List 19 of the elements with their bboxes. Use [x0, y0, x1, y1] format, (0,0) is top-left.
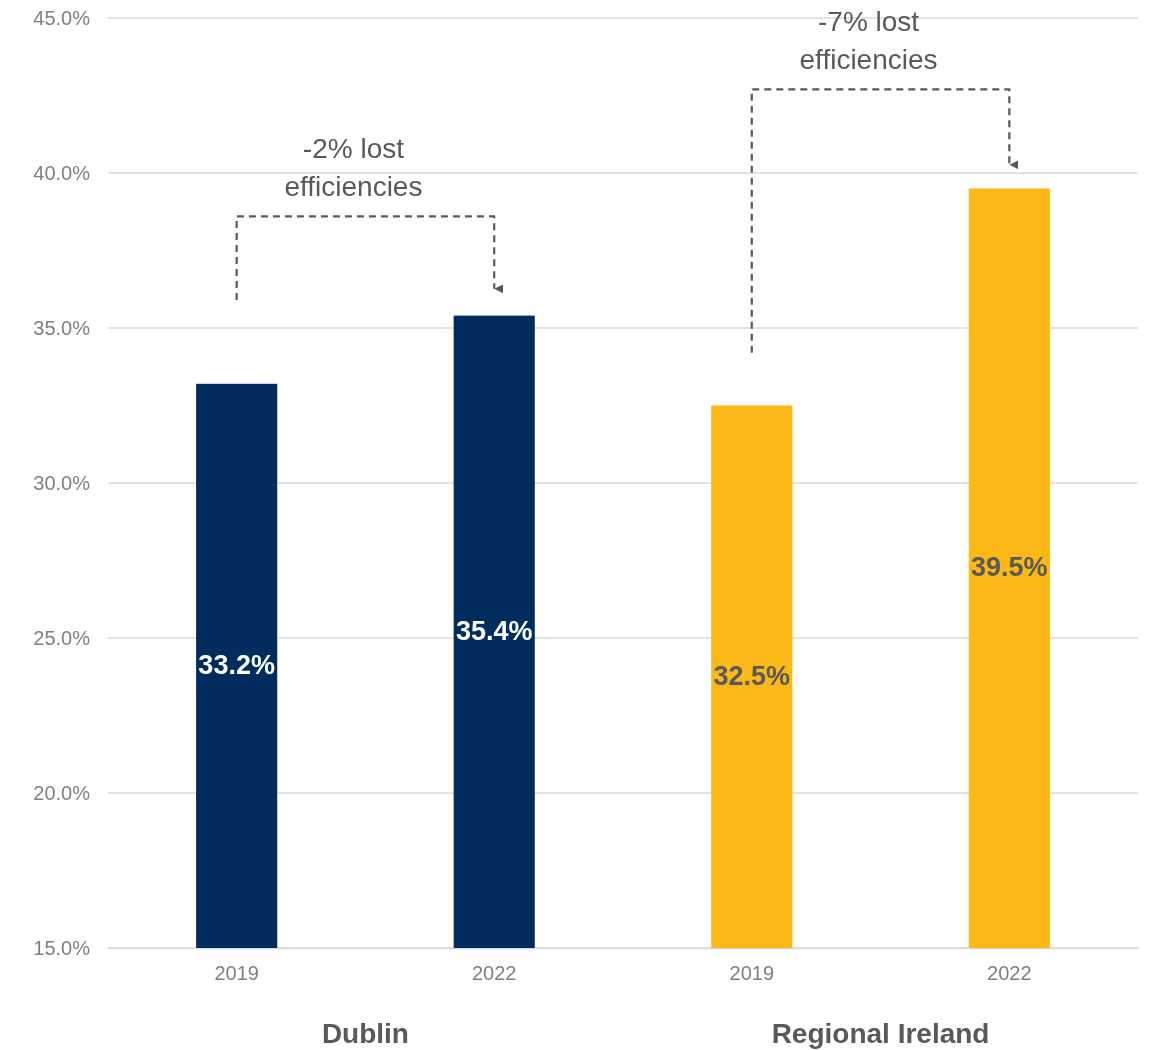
y-tick-label: 45.0% — [33, 6, 91, 29]
text: Regional Ireland — [771, 1018, 990, 1049]
y-tick-label: 25.0% — [33, 626, 91, 649]
data-label: 39.5% — [971, 552, 1048, 583]
data-label: 35.4% — [455, 615, 533, 646]
annotation: -2% lost efficiencies — [284, 133, 423, 203]
y-tick-label: 30.0% — [33, 471, 91, 494]
x-tick-label: 2022 — [471, 962, 517, 985]
y-tick-label: 40.0% — [33, 161, 91, 184]
y-tick-label: 15.0% — [33, 936, 91, 959]
x-tick-label: 2022 — [987, 962, 1032, 985]
data-label: 32.5% — [713, 660, 791, 691]
y-tick-label: 20.0% — [33, 781, 91, 804]
data-label: 33.2% — [198, 649, 275, 680]
text: Dublin — [321, 1018, 409, 1049]
annotation: -7% lost efficiencies — [799, 6, 938, 76]
x-tick-label: 2019 — [214, 962, 259, 985]
y-tick-label: 35.0% — [33, 316, 91, 339]
x-tick-label: 2019 — [729, 962, 775, 985]
